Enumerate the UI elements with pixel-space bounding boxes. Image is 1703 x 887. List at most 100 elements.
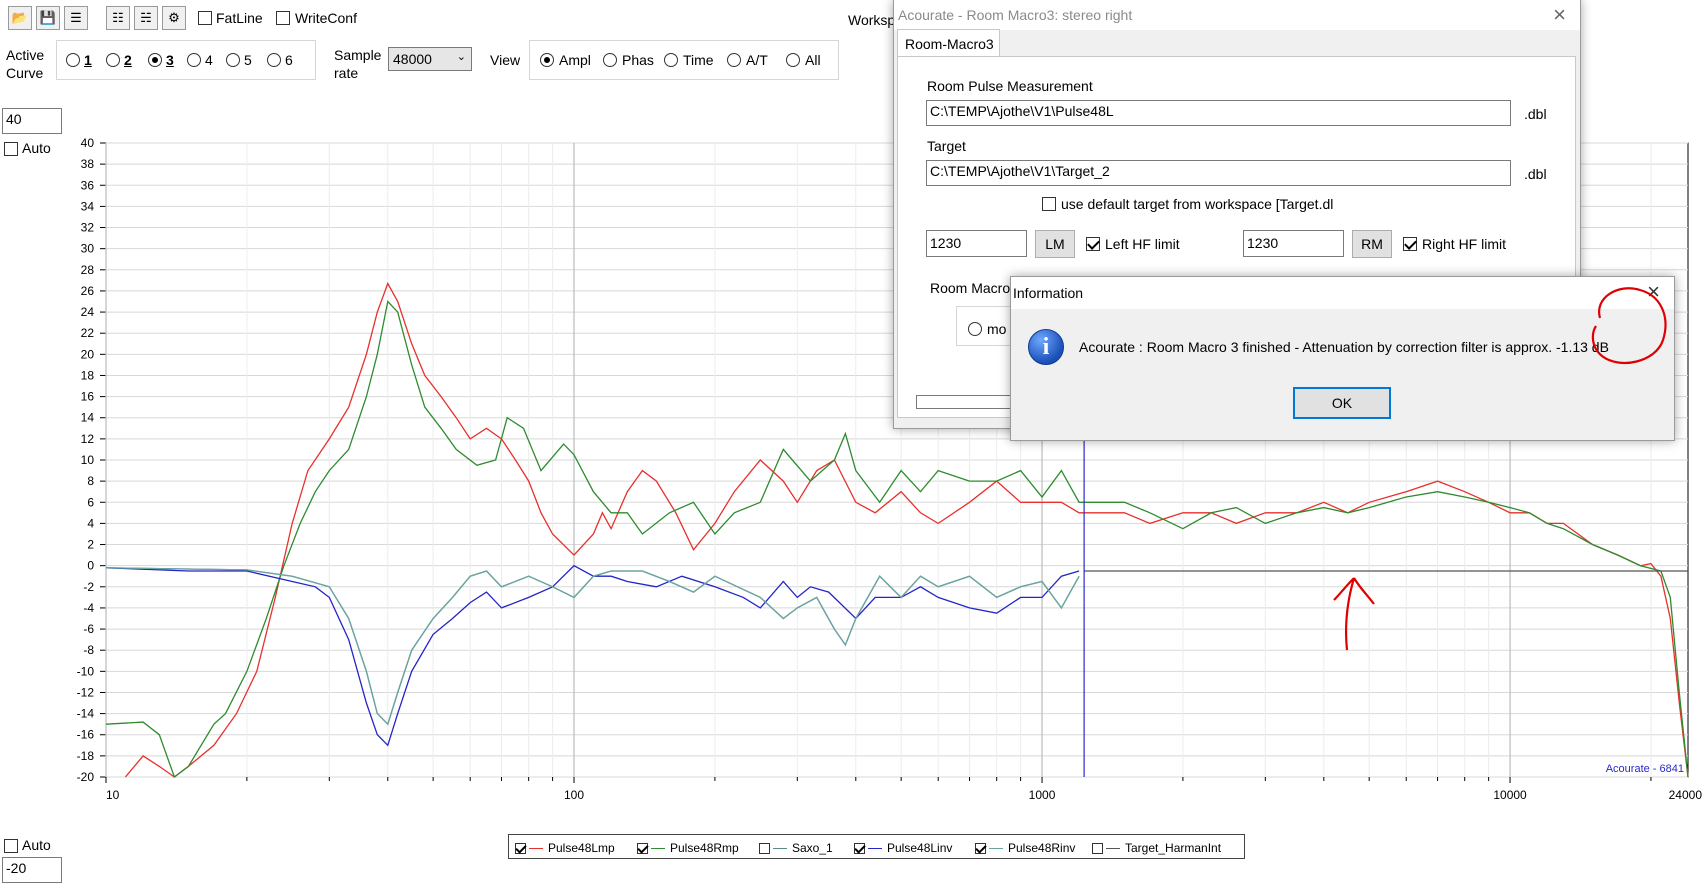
y-tick-label: 36 xyxy=(81,178,95,192)
y-tick-label: 0 xyxy=(87,559,94,573)
legend-label: Pulse48Linv xyxy=(887,841,953,855)
pulse-ext-label: .dbl xyxy=(1524,106,1547,122)
mode-radio[interactable] xyxy=(968,322,982,336)
legend-swatch xyxy=(1106,848,1120,849)
curve-radio-1[interactable] xyxy=(66,53,80,67)
x-tick-label: 1000 xyxy=(1029,788,1056,802)
default-target-label: use default target from workspace [Targe… xyxy=(1061,196,1334,212)
y-tick-label: -18 xyxy=(77,749,95,763)
close-icon[interactable]: × xyxy=(1553,2,1566,27)
y-tick-label: 10 xyxy=(81,453,95,467)
y-tick-label: 40 xyxy=(81,136,95,150)
curve-radio-6[interactable] xyxy=(267,53,281,67)
left-hf-input[interactable]: 1230 xyxy=(926,230,1027,257)
series-line-Pulse48Linv xyxy=(105,564,1080,747)
pulse-label: Room Pulse Measurement xyxy=(927,78,1093,94)
y-max-input[interactable]: 40 xyxy=(2,108,62,134)
curve-radio-3[interactable] xyxy=(148,53,162,67)
right-hf-label: Right HF limit xyxy=(1422,236,1507,252)
y-tick-label: 24 xyxy=(81,305,95,319)
config-icon[interactable]: ☰ xyxy=(64,6,88,30)
right-hf-input[interactable]: 1230 xyxy=(1243,230,1344,257)
legend-label: Pulse48Lmp xyxy=(548,841,615,855)
curve-radio-5[interactable] xyxy=(226,53,240,67)
y-tick-label: -16 xyxy=(77,728,95,742)
legend-swatch xyxy=(773,848,787,849)
x-tick-label: 100 xyxy=(564,788,584,802)
delete-icon[interactable]: ☷ xyxy=(106,6,130,30)
left-hf-label: Left HF limit xyxy=(1105,236,1180,252)
target-path-input[interactable]: C:\TEMP\Ajothe\V1\Target_2 xyxy=(926,160,1511,186)
y-tick-label: 16 xyxy=(81,390,95,404)
info-title: Information xyxy=(1013,285,1084,301)
legend-label: Target_HarmanInt xyxy=(1125,841,1222,855)
y-tick-label: 12 xyxy=(81,432,95,446)
legend-checkbox[interactable] xyxy=(1092,843,1103,854)
view-radio-label: Time xyxy=(683,52,714,68)
ok-button[interactable]: OK xyxy=(1293,387,1391,419)
y-min-input[interactable]: -20 xyxy=(2,857,62,883)
view-radio-ampl[interactable] xyxy=(540,53,554,67)
legend-label: Saxo_1 xyxy=(792,841,833,855)
legend-swatch xyxy=(651,848,665,849)
right-hf-checkbox[interactable] xyxy=(1403,237,1417,251)
target-ext-label: .dbl xyxy=(1524,166,1547,182)
view-radio-time[interactable] xyxy=(664,53,678,67)
legend-checkbox[interactable] xyxy=(975,843,986,854)
view-selector xyxy=(529,40,839,80)
legend-checkbox[interactable] xyxy=(637,843,648,854)
legend-checkbox[interactable] xyxy=(854,843,865,854)
view-radio-label: A/T xyxy=(746,52,768,68)
fatline-label: FatLine xyxy=(216,10,263,26)
y-tick-label: 38 xyxy=(81,157,95,171)
tab-room-macro3[interactable]: Room-Macro3 xyxy=(897,29,1000,57)
series-line-Pulse48Rmp xyxy=(105,300,1689,779)
legend-swatch xyxy=(868,848,882,849)
writeconf-checkbox[interactable] xyxy=(276,11,290,25)
y-max-auto-label: Auto xyxy=(22,140,51,156)
legend-checkbox[interactable] xyxy=(515,843,526,854)
view-radio-at[interactable] xyxy=(727,53,741,67)
view-radio-label: All xyxy=(805,52,821,68)
y-max-auto-checkbox[interactable] xyxy=(4,142,18,156)
pulse-path-input[interactable]: C:\TEMP\Ajothe\V1\Pulse48L xyxy=(926,100,1511,126)
x-tick-label: 24000 xyxy=(1669,788,1703,802)
left-hf-checkbox[interactable] xyxy=(1086,237,1100,251)
curve-radio-4[interactable] xyxy=(187,53,201,67)
fatline-checkbox[interactable] xyxy=(198,11,212,25)
curve-radio-label: 1 xyxy=(84,52,92,68)
default-target-checkbox[interactable] xyxy=(1042,197,1056,211)
y-min-auto-checkbox[interactable] xyxy=(4,839,18,853)
lm-button[interactable]: LM xyxy=(1035,230,1075,258)
information-dialog: Information × i Acourate : Room Macro 3 … xyxy=(1010,276,1675,441)
y-tick-label: 18 xyxy=(81,368,95,382)
open-icon[interactable]: 📂 xyxy=(8,6,32,30)
y-tick-label: 32 xyxy=(81,221,95,235)
rm-button[interactable]: RM xyxy=(1352,230,1392,258)
save-icon[interactable]: 💾 xyxy=(36,6,60,30)
sample-rate-select[interactable]: 48000 ⌄ xyxy=(388,47,472,71)
workspace-label: Worksp xyxy=(848,12,896,28)
legend-label: Pulse48Rmp xyxy=(670,841,739,855)
series-line-Pulse48Lmp xyxy=(124,281,1689,778)
curve-selector xyxy=(56,40,316,80)
tab-label: Room-Macro3 xyxy=(905,36,994,52)
view-radio-phas[interactable] xyxy=(603,53,617,67)
legend-swatch xyxy=(989,848,1003,849)
key-icon[interactable]: ⚙ xyxy=(162,6,186,30)
x-tick-label: 10000 xyxy=(1493,788,1527,802)
legend-checkbox[interactable] xyxy=(759,843,770,854)
y-tick-label: 26 xyxy=(81,284,95,298)
target-label: Target xyxy=(927,138,966,154)
y-tick-label: -4 xyxy=(83,601,94,615)
curve-radio-2[interactable] xyxy=(106,53,120,67)
info-message: Acourate : Room Macro 3 finished - Atten… xyxy=(1079,339,1609,355)
close-icon[interactable]: × xyxy=(1647,279,1660,304)
trash-icon[interactable]: ☵ xyxy=(134,6,158,30)
sample-rate-label: Sample rate xyxy=(334,47,382,81)
y-tick-label: 28 xyxy=(81,263,95,277)
y-tick-label: -8 xyxy=(83,643,94,657)
view-label: View xyxy=(490,52,521,68)
view-radio-all[interactable] xyxy=(786,53,800,67)
active-curve-label: Active Curve xyxy=(6,47,45,81)
